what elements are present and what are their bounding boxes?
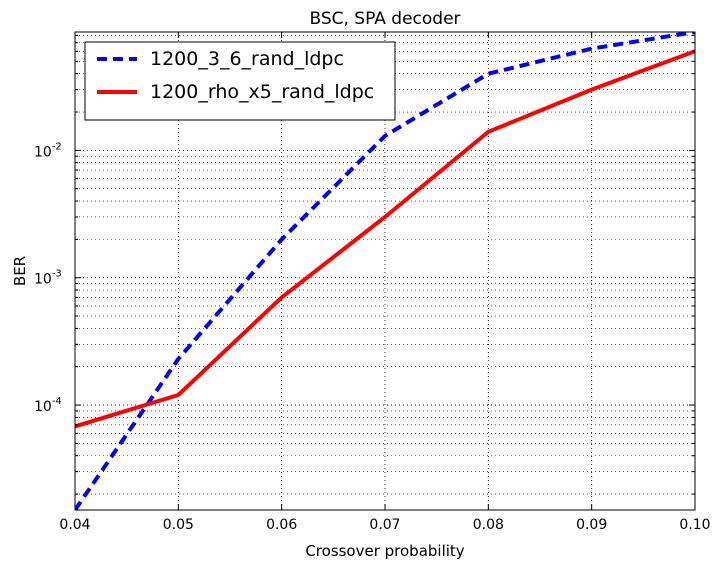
y-tick-exponent: -2	[52, 141, 62, 152]
series-line-2	[75, 49, 695, 429]
x-tick-label: 0.05	[163, 517, 194, 533]
x-axis-label: Crossover probability	[305, 542, 464, 560]
y-tick-exponent: -4	[52, 396, 62, 407]
legend-label-2: 1200_rho_x5_rand_ldpc	[150, 81, 374, 103]
x-tick-label: 0.06	[266, 517, 297, 533]
legend: 1200_3_6_rand_ldpc 1200_rho_x5_rand_ldpc	[84, 41, 396, 121]
x-tick-label: 0.07	[369, 517, 400, 533]
x-tick-label: 0.04	[59, 517, 90, 533]
y-axis-label: BER	[11, 256, 29, 286]
chart-title: BSC, SPA decoder	[309, 9, 460, 29]
legend-label-1: 1200_3_6_rand_ldpc	[150, 48, 344, 70]
plot-series	[75, 32, 695, 510]
y-tick-exponent: -3	[52, 269, 62, 280]
x-tick-label: 0.08	[473, 517, 504, 533]
x-tick-label: 0.09	[576, 517, 607, 533]
legend-box	[84, 41, 396, 121]
series-line-1	[75, 32, 695, 510]
x-tick-label: 0.10	[679, 517, 710, 533]
